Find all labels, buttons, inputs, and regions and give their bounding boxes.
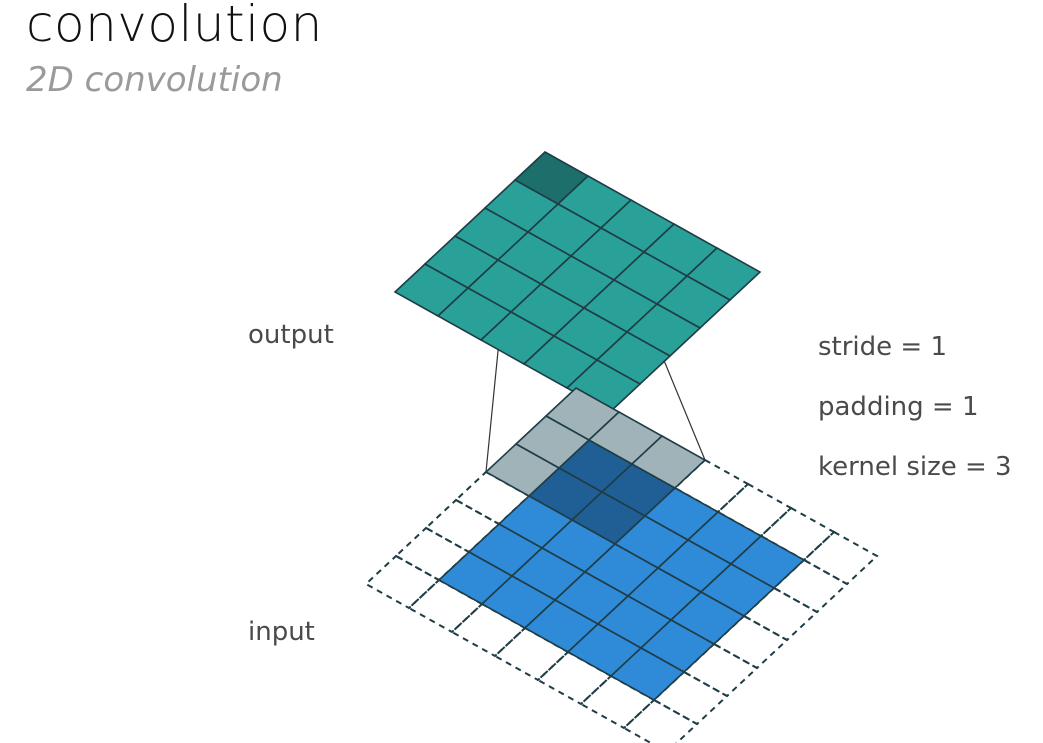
- padding-cell: [364, 554, 441, 610]
- kernel-padding-cell: [484, 443, 561, 497]
- padding-cell: [579, 674, 656, 730]
- stride-label: stride = 1: [818, 332, 948, 362]
- page-subtitle: 2D convolution: [26, 60, 283, 100]
- padding-cell: [802, 530, 879, 586]
- output-grid: [393, 151, 762, 413]
- output-label: output: [248, 320, 334, 350]
- page-title: convolution: [26, 0, 323, 53]
- input-grid: [437, 439, 806, 701]
- kernel-size-label: kernel size = 3: [818, 452, 1012, 482]
- padding-cell: [536, 650, 613, 706]
- kernel-padding-cell: [630, 435, 707, 489]
- input-label: input: [248, 617, 315, 647]
- padding-cell: [622, 698, 699, 743]
- padding-cell: [493, 626, 570, 682]
- padding-cell: [407, 578, 484, 634]
- padding-cell: [450, 602, 527, 658]
- input-cell: [609, 647, 686, 701]
- padding-label: padding = 1: [818, 392, 979, 422]
- kernel-window: [484, 387, 707, 497]
